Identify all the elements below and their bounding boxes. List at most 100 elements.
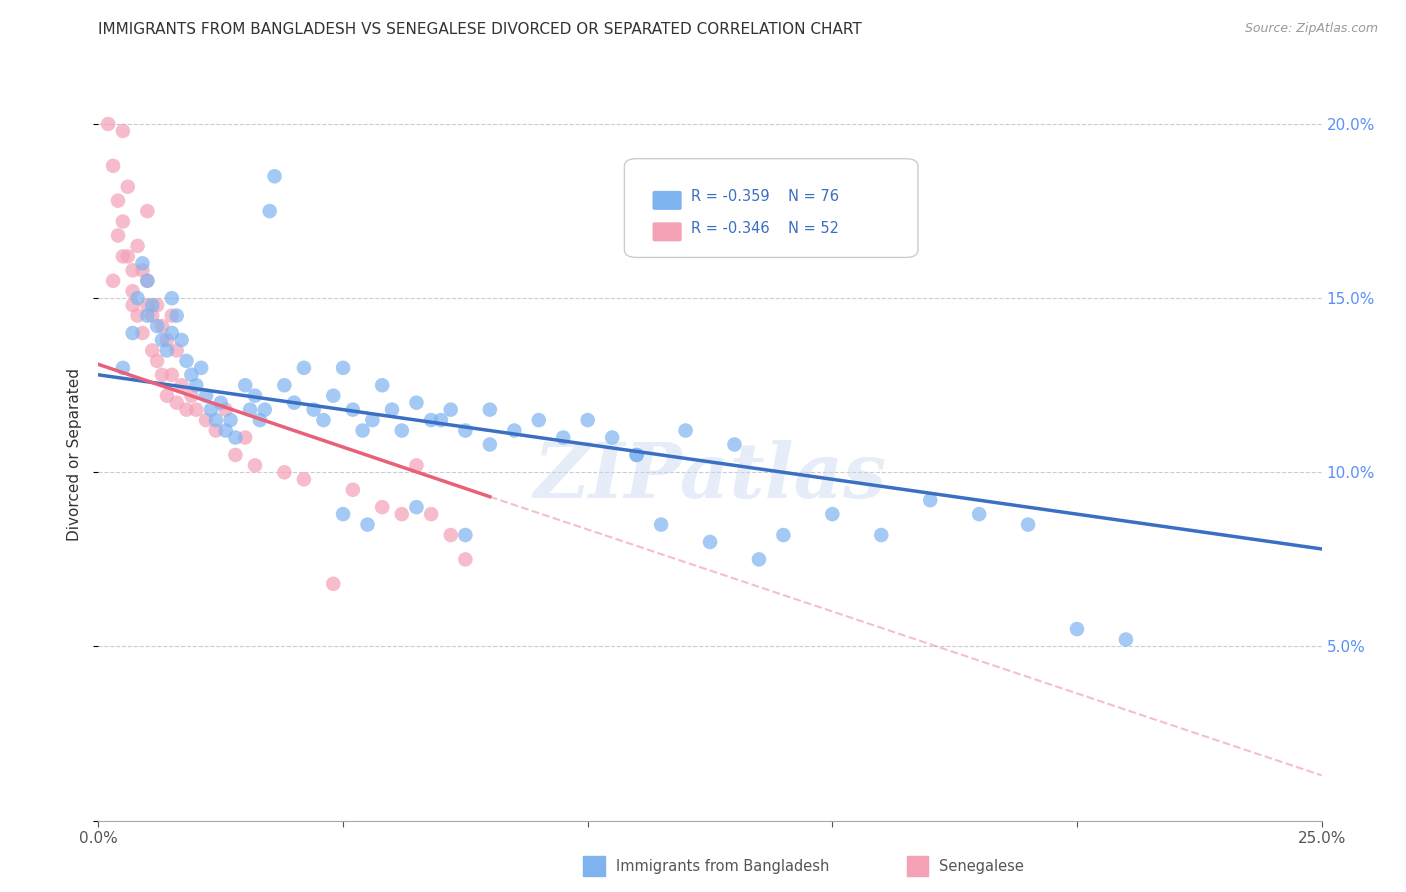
Point (150, 333, 173, 347)
Point (243, 389, 266, 403)
Point (381, 402, 404, 417)
Point (342, 483, 364, 497)
Point (136, 274, 159, 288)
Point (176, 402, 198, 417)
Point (302, 402, 325, 417)
Point (430, 413, 453, 427)
Point (1066, 622, 1088, 636)
Point (440, 402, 463, 417)
Point (219, 413, 242, 427)
Point (136, 274, 159, 288)
Point (699, 535, 721, 549)
Point (136, 298, 159, 312)
Point (141, 298, 163, 312)
Point (146, 354, 169, 368)
Point (233, 378, 256, 392)
Point (420, 413, 443, 427)
Text: IMMIGRANTS FROM BANGLADESH VS SENEGALESE DIVORCED OR SEPARATED CORRELATION CHART: IMMIGRANTS FROM BANGLADESH VS SENEGALESE… (98, 22, 862, 37)
Point (170, 378, 193, 392)
Point (205, 413, 228, 427)
Point (200, 402, 222, 417)
Point (1017, 517, 1039, 532)
Point (186, 378, 208, 392)
Point (322, 576, 344, 591)
Point (292, 472, 315, 486)
Point (391, 424, 413, 438)
Point (111, 360, 134, 375)
Point (249, 413, 271, 427)
Point (239, 402, 262, 417)
Point (111, 214, 134, 228)
Point (131, 256, 153, 270)
Point (141, 309, 163, 323)
Point (772, 528, 794, 542)
Point (600, 430, 623, 444)
Point (141, 343, 163, 358)
Point (1115, 632, 1137, 647)
Point (180, 389, 202, 403)
Point (371, 378, 394, 392)
Point (967, 507, 990, 521)
Point (160, 326, 183, 340)
Point (127, 291, 149, 305)
Point (111, 249, 134, 263)
Point (503, 424, 526, 438)
Point (156, 343, 179, 358)
Point (209, 395, 232, 409)
Point (821, 507, 844, 521)
Text: Senegalese: Senegalese (939, 859, 1024, 873)
Point (478, 437, 501, 451)
Point (440, 528, 463, 542)
Point (136, 204, 159, 219)
Point (107, 228, 129, 243)
Point (371, 500, 394, 515)
Text: Source: ZipAtlas.com: Source: ZipAtlas.com (1244, 22, 1378, 36)
Point (405, 395, 427, 409)
FancyBboxPatch shape (652, 191, 682, 210)
Point (195, 389, 218, 403)
Point (186, 402, 208, 417)
Point (259, 204, 281, 219)
Point (224, 448, 246, 462)
Point (121, 284, 143, 298)
Point (263, 169, 285, 184)
Point (156, 389, 179, 403)
Point (214, 424, 236, 438)
Text: ZIPatlas: ZIPatlas (533, 440, 887, 514)
Point (391, 507, 413, 521)
Point (166, 343, 188, 358)
Point (121, 298, 143, 312)
Text: R = -0.346    N = 52: R = -0.346 N = 52 (692, 220, 839, 235)
Point (160, 368, 183, 382)
Point (283, 395, 305, 409)
Point (101, 274, 124, 288)
Point (870, 528, 893, 542)
Point (675, 424, 697, 438)
Y-axis label: Divorced or Separated: Divorced or Separated (67, 368, 83, 541)
Point (166, 395, 188, 409)
Point (214, 402, 236, 417)
Point (160, 309, 183, 323)
Point (131, 326, 153, 340)
Point (626, 448, 648, 462)
Point (121, 263, 143, 277)
Point (117, 179, 139, 194)
Point (405, 458, 427, 473)
Point (117, 249, 139, 263)
Point (650, 517, 672, 532)
Point (176, 354, 198, 368)
Point (253, 402, 276, 417)
Point (312, 413, 335, 427)
Point (195, 413, 218, 427)
Point (322, 389, 344, 403)
Point (156, 333, 179, 347)
Point (361, 413, 384, 427)
Point (131, 263, 153, 277)
Point (405, 500, 427, 515)
Point (920, 493, 942, 508)
Point (420, 507, 443, 521)
FancyBboxPatch shape (652, 222, 682, 242)
Point (160, 291, 183, 305)
Point (352, 424, 374, 438)
Point (121, 326, 143, 340)
